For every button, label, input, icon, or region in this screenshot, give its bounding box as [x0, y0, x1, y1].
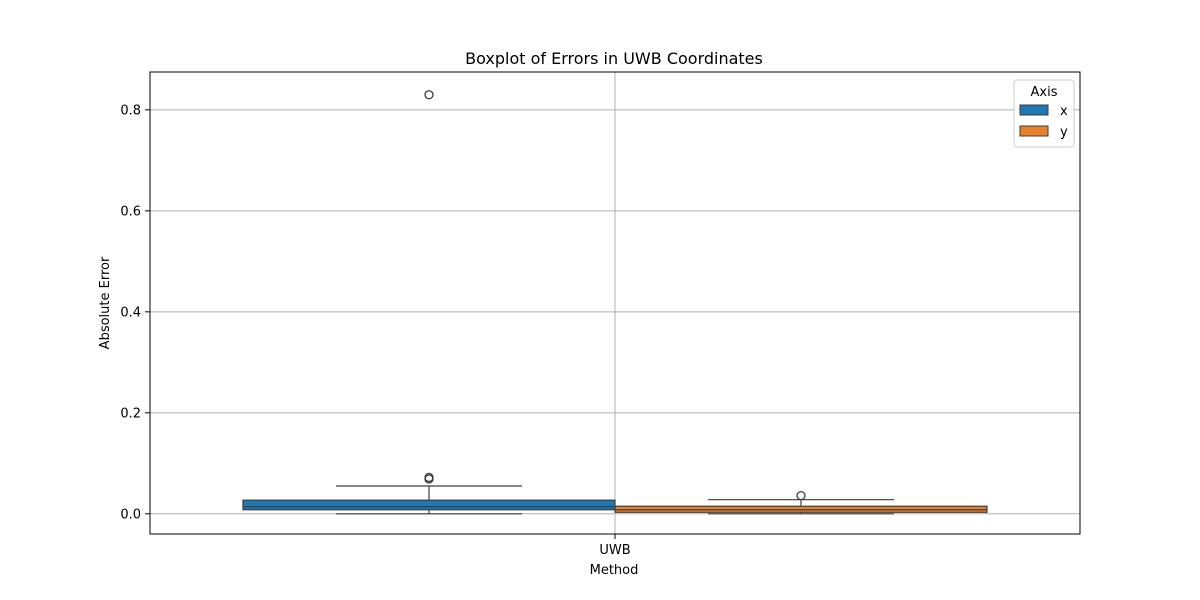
y-tick-label: 0.2 [120, 406, 141, 421]
x-tick-label: UWB [599, 543, 630, 558]
legend-title: Axis [1031, 85, 1058, 100]
plot-frame [149, 71, 1081, 535]
legend: Axis xy [1013, 79, 1075, 148]
y-axis: 0.0 0.2 0.4 0.6 0.8 [120, 103, 150, 522]
legend-label-y: y [1060, 125, 1068, 140]
outlier-point [424, 472, 434, 483]
grid-lines [150, 72, 1080, 534]
legend-swatch-x [1019, 104, 1049, 116]
y-tick-label: 0.0 [120, 507, 141, 522]
boxes [242, 90, 988, 515]
outlier-point [424, 90, 434, 100]
box-x [242, 90, 616, 515]
y-axis-label: Absolute Error [98, 256, 113, 349]
box-iqr [242, 499, 616, 511]
box-y [614, 490, 988, 515]
legend-label-x: x [1060, 104, 1068, 119]
legend-swatch-y [1019, 125, 1049, 137]
x-axis-label: Method [590, 563, 639, 578]
y-tick-label: 0.4 [120, 305, 141, 320]
y-tick-label: 0.6 [120, 204, 141, 219]
outlier-point [796, 490, 806, 501]
chart-title: Boxplot of Errors in UWB Coordinates [465, 49, 763, 68]
y-tick-label: 0.8 [120, 103, 141, 118]
x-axis: UWB [599, 534, 631, 558]
